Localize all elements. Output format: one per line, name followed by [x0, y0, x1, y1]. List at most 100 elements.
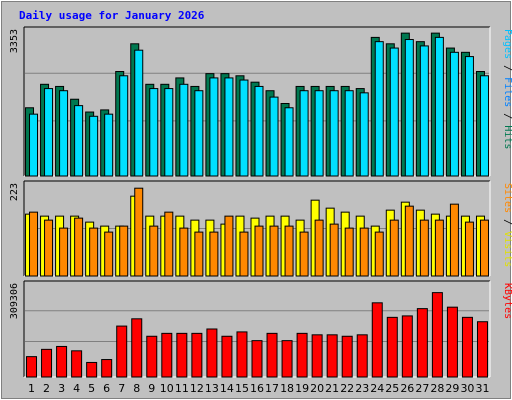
x-tick-label-25: 25: [385, 382, 399, 395]
bar-kbytes-day-2: [41, 348, 53, 378]
bar-sites-day-24: [374, 231, 384, 277]
bar-sites-day-25: [389, 219, 399, 277]
x-tick-label-29: 29: [445, 382, 459, 395]
bar-kbytes-day-16: [251, 340, 263, 378]
bar-files-day-15: [239, 79, 249, 177]
bar-sites-day-17: [269, 225, 279, 277]
bar-sites-day-6: [104, 231, 114, 277]
x-tick-label-4: 4: [73, 382, 80, 395]
bar-files-day-28: [434, 36, 444, 177]
bar-files-day-24: [374, 41, 384, 177]
panel-hits-side-label: Pages / Files / Hits: [502, 29, 512, 149]
x-tick-label-18: 18: [280, 382, 294, 395]
x-tick-label-9: 9: [148, 382, 155, 395]
bar-sites-day-30: [464, 221, 474, 277]
bar-kbytes-day-14: [221, 335, 233, 378]
bar-kbytes-day-19: [296, 332, 308, 378]
bar-sites-day-4: [74, 217, 84, 277]
chart-panels: 3353 Pages / Files / Hits 223 Sites / Visit…: [9, 26, 512, 378]
side-label-part: Hits: [502, 125, 512, 149]
bar-sites-day-5: [89, 227, 99, 277]
bar-files-day-2: [44, 88, 54, 177]
bar-sites-day-3: [59, 227, 69, 277]
x-tick-label-20: 20: [310, 382, 324, 395]
x-tick-label-12: 12: [190, 382, 204, 395]
bar-kbytes-day-6: [101, 359, 113, 378]
bar-kbytes-day-26: [401, 315, 413, 378]
bar-kbytes-day-28: [431, 292, 443, 378]
x-tick-label-23: 23: [355, 382, 369, 395]
bar-sites-day-22: [344, 227, 354, 277]
bar-files-day-9: [149, 88, 159, 177]
bar-files-day-26: [404, 39, 414, 177]
side-label-part: /: [502, 59, 512, 77]
bar-kbytes-day-31: [476, 321, 488, 378]
bar-files-day-6: [104, 113, 114, 177]
side-label-part: /: [502, 213, 512, 231]
x-tick-label-19: 19: [295, 382, 309, 395]
x-tick-label-16: 16: [250, 382, 264, 395]
bar-sites-day-8: [134, 187, 144, 277]
bar-kbytes-day-25: [386, 316, 398, 378]
bar-files-day-22: [344, 90, 354, 177]
bar-kbytes-day-13: [206, 328, 218, 378]
bar-sites-day-13: [209, 231, 219, 277]
bar-sites-day-29: [449, 203, 459, 277]
bar-files-day-5: [89, 115, 99, 177]
panel-hits: 3353 Pages / Files / Hits: [9, 26, 512, 177]
bar-files-day-30: [464, 56, 474, 177]
bar-kbytes-day-20: [311, 334, 323, 378]
x-tick-label-5: 5: [88, 382, 95, 395]
bar-kbytes-day-30: [461, 316, 473, 378]
x-tick-label-14: 14: [220, 382, 234, 395]
x-tick-labels: 1 2 3 4 5 6 7 8 9 10 11 12 13 14 15 16 17 18 19 20 21 22 23 24 2…: [28, 382, 489, 395]
x-tick-label-22: 22: [340, 382, 354, 395]
bar-sites-day-1: [29, 211, 39, 277]
chart-title: Daily usage for January 2026: [19, 9, 205, 22]
bar-files-day-13: [209, 77, 219, 177]
bar-kbytes-day-18: [281, 340, 293, 378]
x-tick-label-24: 24: [370, 382, 384, 395]
bar-sites-day-16: [254, 225, 264, 277]
bar-files-day-3: [59, 90, 69, 177]
bar-kbytes-day-10: [161, 332, 173, 378]
bar-files-day-29: [449, 51, 459, 177]
side-label-part: Visits: [502, 231, 512, 267]
bar-kbytes-day-7: [116, 325, 128, 378]
bar-kbytes-day-29: [446, 306, 458, 378]
bar-kbytes-day-15: [236, 331, 248, 378]
bar-files-day-19: [299, 90, 309, 177]
x-tick-label-26: 26: [400, 382, 414, 395]
x-tick-label-30: 30: [460, 382, 474, 395]
bar-kbytes-day-11: [176, 332, 188, 378]
bar-files-day-16: [254, 85, 264, 177]
bar-sites-day-10: [164, 211, 174, 277]
bar-sites-day-19: [299, 231, 309, 277]
bar-files-day-23: [359, 92, 369, 177]
bar-files-day-21: [329, 90, 339, 177]
bar-files-day-18: [284, 107, 294, 177]
panel-kbytes-side-label: KBytes: [502, 283, 512, 319]
bar-kbytes-day-9: [146, 335, 158, 378]
panel-visits: 223 Sites / Visits: [9, 180, 512, 277]
bar-kbytes-day-27: [416, 308, 428, 378]
bar-files-day-12: [194, 90, 204, 177]
panel-kbytes-ymax-label: 309306: [9, 283, 20, 319]
x-tick-label-10: 10: [160, 382, 174, 395]
x-tick-label-31: 31: [475, 382, 489, 395]
bar-files-day-31: [479, 75, 489, 177]
bar-sites-day-28: [434, 219, 444, 277]
bar-files-day-8: [134, 49, 144, 177]
bar-files-day-14: [224, 77, 234, 177]
panel-hits-ymax-label: 3353: [9, 29, 20, 53]
bar-kbytes-day-12: [191, 332, 203, 378]
bar-files-day-20: [314, 90, 324, 177]
side-label-part: /: [502, 107, 512, 125]
bar-sites-day-20: [314, 219, 324, 277]
side-label-part: KBytes: [502, 283, 512, 319]
bar-kbytes-day-22: [341, 335, 353, 378]
side-label-part: Pages: [502, 29, 512, 59]
x-tick-label-8: 8: [133, 382, 140, 395]
bar-files-day-4: [74, 105, 84, 177]
